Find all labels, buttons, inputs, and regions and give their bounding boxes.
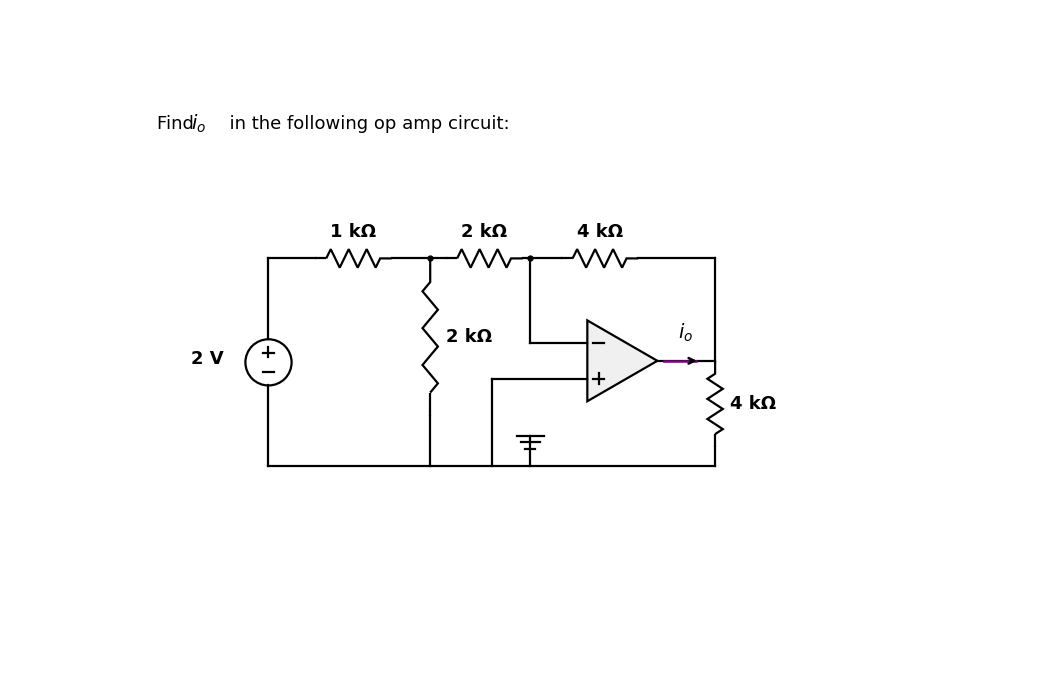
Text: in the following op amp circuit:: in the following op amp circuit: — [218, 115, 510, 133]
Text: 4 kΩ: 4 kΩ — [730, 395, 776, 413]
Text: 2 kΩ: 2 kΩ — [461, 224, 507, 241]
Text: 2 V: 2 V — [191, 350, 223, 367]
Text: 4 kΩ: 4 kΩ — [577, 224, 623, 241]
Polygon shape — [587, 320, 658, 402]
Text: $i_o$: $i_o$ — [678, 321, 693, 344]
Text: $i_o$: $i_o$ — [191, 112, 206, 135]
Text: Find: Find — [157, 115, 206, 133]
Text: 2 kΩ: 2 kΩ — [446, 328, 492, 346]
Text: 1 kΩ: 1 kΩ — [330, 224, 377, 241]
